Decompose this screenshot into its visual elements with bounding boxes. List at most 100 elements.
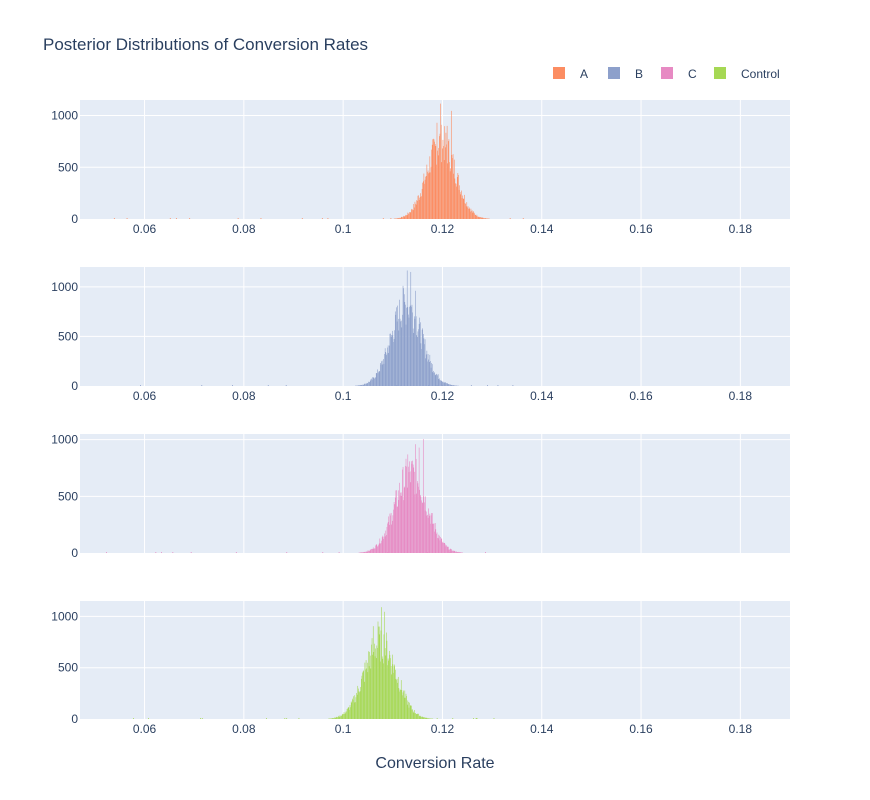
histogram-bar[interactable]: [377, 373, 379, 386]
histogram-bar[interactable]: [422, 503, 423, 553]
histogram-bar[interactable]: [428, 173, 429, 219]
histogram-bar[interactable]: [406, 270, 408, 386]
histogram-bar[interactable]: [395, 314, 397, 386]
histogram-bar[interactable]: [440, 536, 441, 553]
histogram-bar[interactable]: [430, 166, 432, 219]
histogram-bar[interactable]: [413, 332, 415, 386]
histogram-bar[interactable]: [411, 705, 412, 719]
histogram-bar[interactable]: [396, 218, 398, 219]
histogram-bar[interactable]: [372, 548, 373, 553]
histogram-bar[interactable]: [417, 713, 419, 719]
histogram-bar[interactable]: [427, 718, 428, 719]
histogram-bar[interactable]: [433, 370, 434, 386]
histogram-bar[interactable]: [332, 718, 334, 719]
histogram-bar[interactable]: [394, 330, 395, 386]
histogram-bar[interactable]: [420, 193, 421, 219]
histogram-bar[interactable]: [370, 379, 372, 386]
histogram-bar[interactable]: [423, 496, 425, 553]
histogram-bar[interactable]: [411, 208, 412, 219]
histogram-bar[interactable]: [419, 715, 421, 719]
histogram-bar[interactable]: [450, 548, 451, 553]
histogram-bar[interactable]: [459, 194, 461, 219]
histogram-bar[interactable]: [408, 213, 410, 219]
histogram-bar[interactable]: [406, 487, 408, 553]
histogram-bar[interactable]: [425, 354, 427, 386]
histogram-bar[interactable]: [462, 198, 464, 219]
histogram-bar[interactable]: [416, 200, 418, 219]
histogram-bar[interactable]: [379, 626, 381, 719]
histogram-bar[interactable]: [394, 497, 396, 553]
histogram-bar[interactable]: [437, 374, 439, 386]
histogram-bar[interactable]: [409, 705, 411, 719]
histogram-bar[interactable]: [409, 306, 410, 386]
histogram-bar[interactable]: [369, 651, 370, 719]
histogram-bar[interactable]: [446, 545, 447, 553]
histogram-bar[interactable]: [384, 536, 386, 553]
histogram-bar[interactable]: [426, 515, 428, 553]
histogram-bar[interactable]: [350, 701, 352, 719]
histogram-bar[interactable]: [448, 549, 450, 553]
histogram-bar[interactable]: [434, 531, 435, 553]
histogram-bar[interactable]: [434, 372, 435, 386]
histogram-bar[interactable]: [415, 458, 417, 553]
histogram-bar[interactable]: [353, 702, 355, 719]
histogram-bar[interactable]: [375, 658, 377, 719]
histogram-bar[interactable]: [371, 644, 372, 719]
histogram-bar[interactable]: [409, 471, 411, 553]
histogram-bar[interactable]: [434, 375, 436, 386]
histogram-bar[interactable]: [442, 381, 444, 386]
histogram-bar[interactable]: [388, 352, 390, 386]
histogram-bar[interactable]: [444, 542, 446, 553]
histogram-bar[interactable]: [358, 688, 359, 719]
histogram-bar[interactable]: [403, 216, 405, 219]
histogram-bar[interactable]: [426, 164, 428, 219]
histogram-bar[interactable]: [381, 360, 383, 386]
histogram-bar[interactable]: [362, 384, 364, 386]
histogram-bar[interactable]: [400, 680, 402, 719]
histogram-bar[interactable]: [389, 333, 391, 386]
histogram-bar[interactable]: [350, 707, 351, 719]
histogram-bar[interactable]: [437, 155, 439, 219]
histogram-bar[interactable]: [377, 621, 379, 719]
histogram-bar[interactable]: [403, 294, 405, 386]
histogram-bar[interactable]: [378, 544, 379, 553]
histogram-bar[interactable]: [384, 611, 385, 719]
histogram-bar[interactable]: [385, 655, 387, 719]
histogram-bar[interactable]: [457, 552, 459, 553]
histogram-bar[interactable]: [446, 383, 447, 386]
histogram-bar[interactable]: [395, 490, 397, 553]
histogram-bar[interactable]: [435, 146, 437, 219]
histogram-bar[interactable]: [341, 715, 342, 719]
histogram-bar[interactable]: [387, 665, 388, 719]
histogram-bar[interactable]: [397, 682, 398, 719]
histogram-bar[interactable]: [445, 132, 447, 219]
histogram-bar[interactable]: [390, 333, 391, 386]
histogram-bar[interactable]: [412, 460, 413, 553]
histogram-bar[interactable]: [452, 550, 453, 553]
histogram-bar[interactable]: [338, 716, 340, 719]
histogram-bar[interactable]: [424, 717, 426, 719]
histogram-bar[interactable]: [453, 385, 455, 386]
histogram-bar[interactable]: [377, 546, 378, 553]
histogram-bar[interactable]: [428, 359, 429, 386]
histogram-bar[interactable]: [355, 697, 357, 719]
histogram-bar[interactable]: [374, 378, 375, 386]
histogram-bar[interactable]: [431, 144, 433, 219]
histogram-bar[interactable]: [391, 674, 393, 719]
histogram-bar[interactable]: [448, 383, 450, 386]
histogram-bar[interactable]: [417, 200, 418, 219]
histogram-bar[interactable]: [397, 305, 398, 386]
histogram-bar[interactable]: [414, 710, 415, 719]
histogram-bar[interactable]: [420, 343, 422, 386]
histogram-bar[interactable]: [402, 695, 403, 719]
histogram-bar[interactable]: [456, 551, 457, 553]
histogram-bar[interactable]: [333, 718, 334, 719]
histogram-bar[interactable]: [447, 546, 449, 553]
histogram-bar[interactable]: [361, 678, 362, 719]
histogram-bar[interactable]: [453, 159, 455, 219]
histogram-bar[interactable]: [353, 696, 354, 719]
histogram-bar[interactable]: [448, 139, 450, 219]
histogram-bar[interactable]: [368, 651, 369, 719]
histogram-bar[interactable]: [399, 217, 401, 219]
histogram-bar[interactable]: [477, 216, 478, 219]
